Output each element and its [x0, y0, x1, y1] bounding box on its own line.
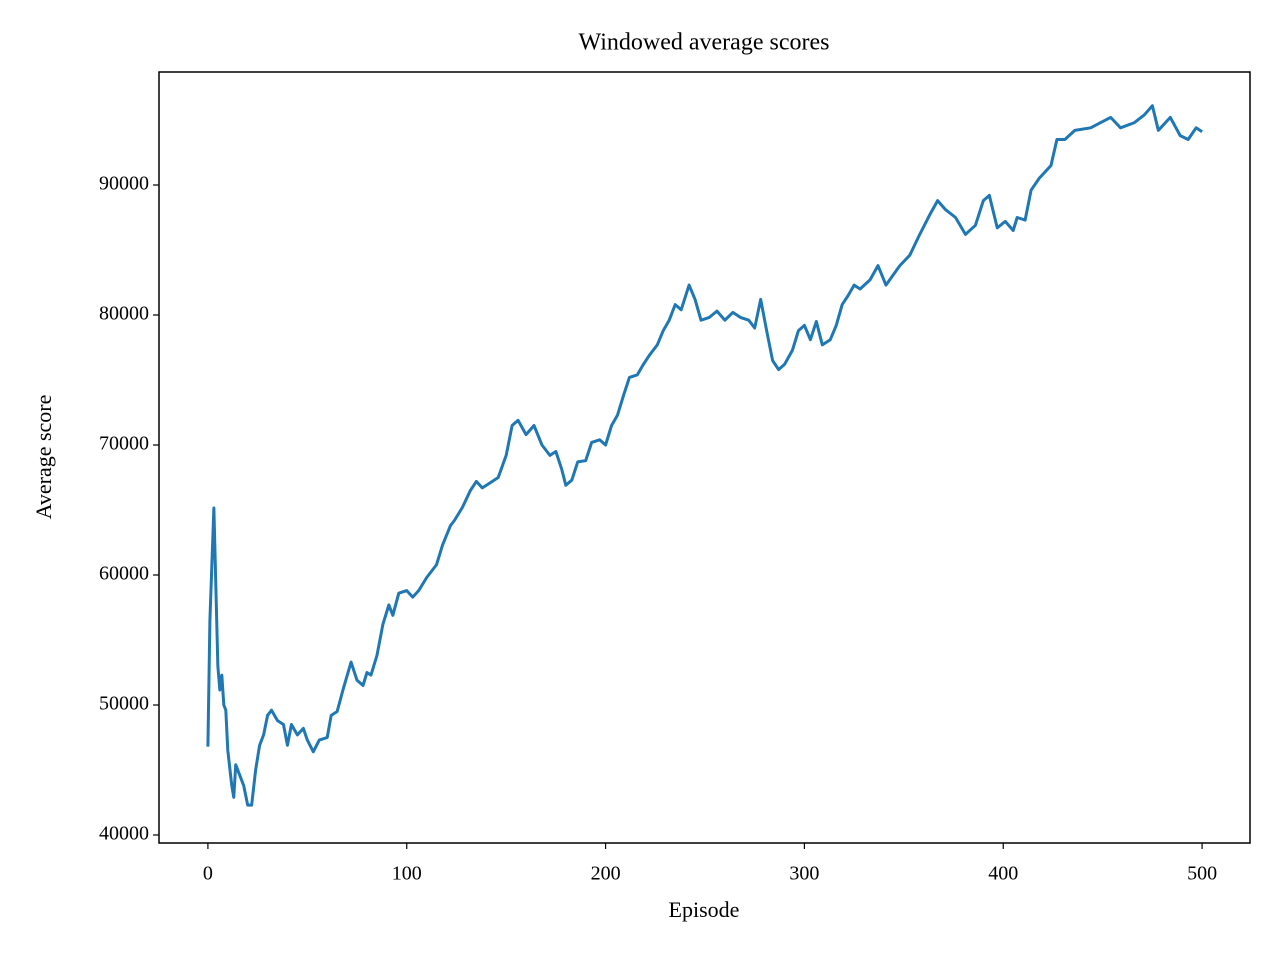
x-tick-label: 100 — [392, 863, 422, 885]
x-tick-label: 0 — [203, 863, 213, 885]
data-line — [206, 104, 1203, 807]
x-tick-label: 500 — [1187, 863, 1217, 885]
chart-title: Windowed average scores — [579, 30, 830, 56]
y-tick-label: 60000 — [99, 563, 149, 585]
y-tick-label: 50000 — [99, 693, 149, 715]
y-tick-label: 70000 — [99, 433, 149, 455]
y-axis-label: Average score — [31, 395, 56, 520]
plot-frame — [158, 71, 1251, 844]
y-tick-label: 80000 — [99, 303, 149, 325]
x-tick-label: 200 — [591, 863, 621, 885]
x-axis-label: Episode — [669, 897, 740, 922]
y-tick-label: 90000 — [99, 173, 149, 195]
y-tick-label: 40000 — [99, 823, 149, 845]
x-tick-label: 400 — [988, 863, 1018, 885]
x-tick-label: 300 — [789, 863, 819, 885]
